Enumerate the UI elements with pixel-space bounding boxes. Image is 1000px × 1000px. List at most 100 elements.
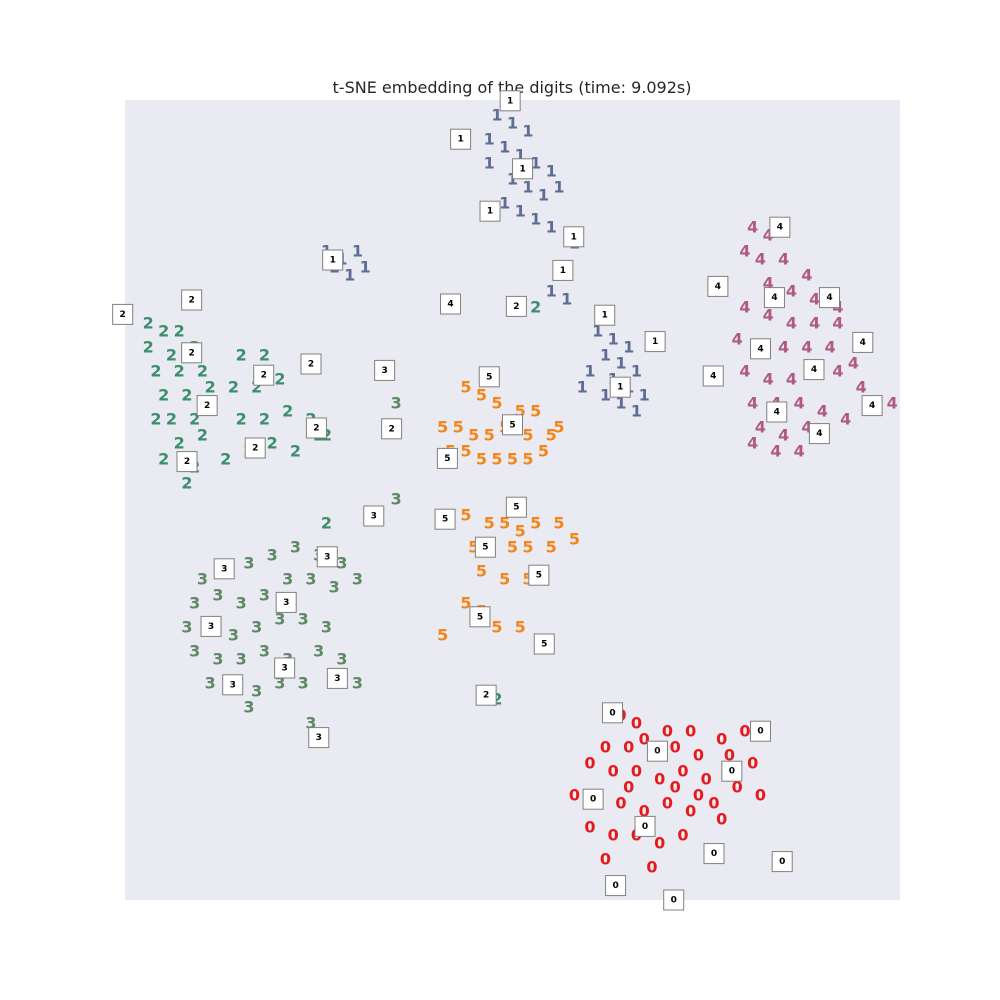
thumbnail-frame [275,591,297,613]
digit-0-point: 0 [600,850,611,869]
digit-0-point: 0 [724,746,735,765]
digit-1-point: 1 [623,338,634,357]
digit-1-point: 1 [515,202,526,221]
digit-1-point: 1 [592,322,603,341]
digit-thumbnail: 1 [512,158,534,180]
digit-1-point: 1 [608,330,619,349]
digit-3-point: 3 [236,650,247,669]
digit-1-point: 1 [615,394,626,413]
digit-thumbnail: 0 [646,740,668,762]
thumbnail-digit-image: 0 [609,708,615,718]
thumbnail-digit-image: 4 [869,401,875,411]
digit-2-point: 2 [282,402,293,421]
digit-5-point: 5 [453,418,464,437]
digit-5-point: 5 [538,442,549,461]
digit-4-point: 4 [801,338,812,357]
thumbnail-frame [646,740,668,762]
digit-4-point: 4 [887,394,898,413]
thumbnail-digit-image: 1 [602,311,608,321]
digit-2-point: 2 [166,346,177,365]
thumbnail-digit-image: 3 [324,552,330,562]
digit-3-point: 3 [352,570,363,589]
thumbnail-frame [528,564,550,586]
digit-4-point: 4 [747,218,758,237]
digit-3-point: 3 [274,674,285,693]
digit-5-point: 5 [460,506,471,525]
digit-0-point: 0 [693,746,704,765]
thumbnail-digit-image: 2 [483,691,489,701]
thumbnail-frame [563,226,585,248]
digit-thumbnail: 3 [274,657,296,679]
digit-0-point: 0 [654,834,665,853]
digit-2-point: 2 [158,386,169,405]
digit-0-point: 0 [747,754,758,773]
thumbnail-digit-image: 1 [652,337,658,347]
digit-thumbnail: 2 [112,303,134,325]
thumbnail-digit-image: 0 [671,896,677,906]
digit-5-point: 5 [491,618,502,637]
digit-thumbnail: 5 [478,366,500,388]
digit-5-point: 5 [491,394,502,413]
thumbnail-frame [363,505,385,527]
thumbnail-frame [374,359,396,381]
thumbnail-frame [308,727,330,749]
thumbnail-digit-image: 1 [487,207,493,217]
digit-0-point: 0 [716,730,727,749]
thumbnail-frame [750,720,771,742]
digit-4-point: 4 [856,378,867,397]
thumbnail-frame [253,364,275,386]
digit-5-point: 5 [437,418,448,437]
thumbnail-frame [440,293,461,315]
digit-2-point: 2 [259,410,270,429]
digit-2-point: 2 [150,362,161,381]
digit-5-point: 5 [522,570,533,589]
digit-1-point: 1 [561,290,572,309]
thumbnail-frame [196,395,218,417]
digit-3-point: 3 [391,490,402,509]
digit-thumbnail: 0 [721,760,743,782]
digit-thumbnail: 2 [305,417,327,439]
digit-5-point: 5 [515,402,526,421]
digit-5-point: 5 [515,618,526,637]
digit-thumbnail: 2 [181,342,203,364]
digit-0-point: 0 [716,810,727,829]
thumbnail-digit-image: 0 [711,849,717,859]
thumbnail-digit-image: 2 [252,444,258,454]
thumbnail-digit-image: 4 [710,372,716,382]
digit-thumbnail: 1 [479,200,501,222]
digit-5-point: 5 [460,442,471,461]
thumbnail-digit-image: 1 [457,135,463,145]
digit-5-point: 5 [460,378,471,397]
digit-5-point: 5 [522,538,533,557]
digit-0-point: 0 [608,762,619,781]
digit-thumbnail: 4 [808,423,830,445]
thumbnail-digit-image: 1 [571,232,577,242]
digit-1-point: 1 [344,266,355,285]
thumbnail-digit-image: 1 [519,164,525,174]
digit-0-point: 0 [639,730,650,749]
digit-4-point: 4 [832,362,843,381]
digit-0-point: 0 [662,722,673,741]
thumbnail-frame [594,304,616,326]
digit-thumbnail: 1 [322,249,344,271]
digit-thumbnail: 0 [750,720,771,742]
digit-thumbnail: 5 [502,414,523,436]
digit-4-point: 4 [825,338,836,357]
digit-4-point: 4 [755,418,766,437]
thumbnail-digit-image: 5 [509,420,515,430]
thumbnail-digit-image: 1 [617,383,623,393]
thumbnail-digit-image: 0 [642,822,648,832]
thumbnail-frame [808,423,830,445]
digit-3-point: 3 [189,642,200,661]
thumbnail-frame [803,359,825,381]
digit-thumbnail: 2 [505,295,527,317]
digit-5-point: 5 [507,538,518,557]
digit-0-point: 0 [631,714,642,733]
digit-5-point: 5 [553,514,564,533]
thumbnail-frame [505,496,527,518]
thumbnail-digit-image: 0 [590,795,596,805]
digit-0-point: 0 [677,762,688,781]
thumbnail-digit-image: 3 [282,664,288,674]
digit-thumbnail: 3 [213,558,235,580]
